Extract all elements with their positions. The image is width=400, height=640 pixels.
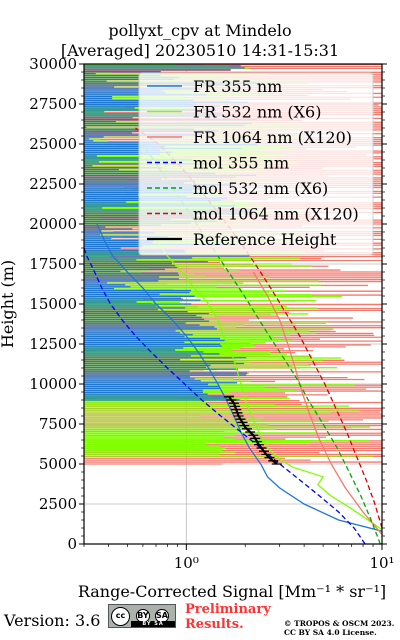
- series-line-1: [155, 239, 382, 531]
- version-label: Version: 3.6: [4, 611, 101, 630]
- chart-title-line2: [Averaged] 20230510 14:31-15:31: [60, 41, 340, 60]
- cc-license-badge[interactable]: cc BY SA BY SA: [108, 604, 176, 628]
- x-tick-label: 10¹: [369, 554, 394, 572]
- legend-label: Reference Height: [193, 230, 337, 249]
- y-tick-label: 7500: [39, 415, 77, 433]
- legend-label: FR 355 nm: [193, 77, 282, 96]
- x-tick-label: 10⁰: [174, 554, 199, 572]
- y-tick-label: 17500: [29, 255, 77, 273]
- series-line-2: [252, 271, 382, 535]
- y-tick-label: 10000: [29, 375, 77, 393]
- series-line-0: [96, 223, 382, 532]
- legend-label: FR 532 nm (X6): [193, 103, 321, 122]
- copyright-notice: © TROPOS & OSCM 2023. CC BY SA 4.0 Licen…: [284, 619, 395, 637]
- license-strip: BY SA: [131, 621, 175, 627]
- y-tick-label: 5000: [39, 455, 77, 473]
- y-tick-label: 0: [67, 535, 77, 553]
- y-tick-label: 27500: [29, 95, 77, 113]
- legend-label: mol 532 nm (X6): [193, 179, 328, 198]
- y-tick-label: 20000: [29, 215, 77, 233]
- y-tick-label: 22500: [29, 175, 77, 193]
- y-axis-label: Height (m): [0, 260, 17, 348]
- preliminary-notice: Preliminary Results.: [185, 602, 271, 632]
- x-axis-label: Range-Corrected Signal [Mm⁻¹ * sr⁻¹]: [78, 582, 386, 601]
- y-tick-label: 2500: [39, 495, 77, 513]
- chart-title-line1: pollyxt_cpv at Mindelo: [108, 21, 292, 40]
- y-tick-label: 30000: [29, 55, 77, 73]
- legend-label: FR 1064 nm (X120): [193, 128, 352, 147]
- y-tick-label: 15000: [29, 295, 77, 313]
- cc-icon: cc: [111, 607, 130, 626]
- y-tick-label: 12500: [29, 335, 77, 353]
- y-tick-label: 25000: [29, 135, 77, 153]
- legend-label: mol 1064 nm (X120): [193, 205, 359, 224]
- legend-box: [138, 72, 374, 256]
- legend-label: mol 355 nm: [193, 154, 289, 173]
